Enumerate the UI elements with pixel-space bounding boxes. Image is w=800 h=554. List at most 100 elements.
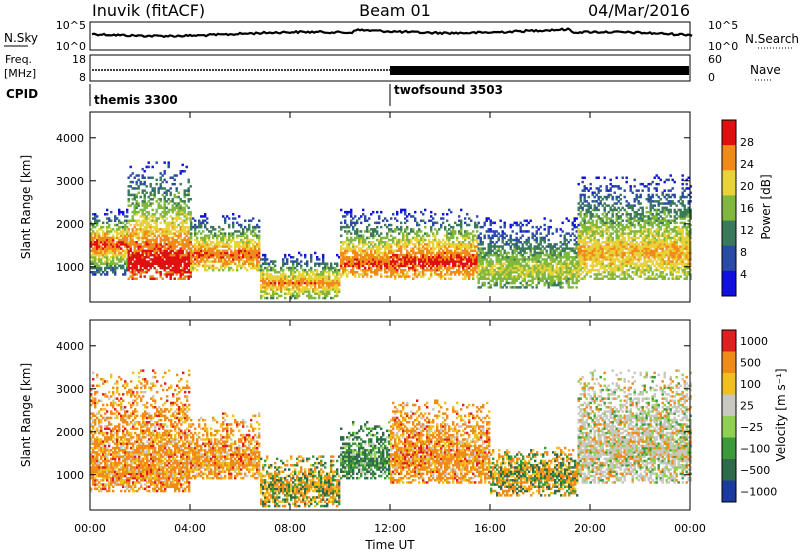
power-cell — [122, 266, 125, 270]
power-cell — [137, 258, 140, 261]
power-cell — [274, 290, 277, 293]
power-cell — [240, 225, 243, 229]
power-cell — [183, 236, 186, 240]
power-cell — [165, 221, 168, 225]
power-cell — [252, 266, 255, 270]
power-cell — [266, 275, 269, 278]
power-cell — [183, 170, 186, 173]
power-cell — [179, 210, 182, 214]
power-cell — [314, 290, 317, 293]
power-cell — [242, 249, 245, 253]
power-cell — [112, 245, 115, 248]
power-cell — [124, 273, 127, 276]
power-cell — [153, 228, 156, 231]
power-cell — [108, 223, 111, 227]
power-cell — [129, 260, 132, 263]
power-cell — [92, 256, 95, 259]
power-cell — [390, 234, 393, 237]
power-cell — [432, 241, 435, 244]
power-cell — [262, 253, 265, 257]
power-cell — [114, 217, 117, 220]
power-cell — [206, 234, 209, 237]
power-cell — [276, 275, 279, 278]
power-cell — [143, 264, 146, 268]
power-cell — [296, 262, 299, 265]
power-cell — [149, 223, 152, 227]
power-cell — [224, 266, 227, 270]
power-cell — [159, 185, 162, 188]
power-cell — [308, 294, 311, 298]
power-cell — [264, 279, 267, 283]
power-cell — [438, 228, 441, 231]
power-cell — [163, 241, 166, 244]
power-cell — [248, 264, 251, 268]
power-cell — [454, 230, 457, 233]
power-cell — [122, 210, 125, 214]
power-cell — [306, 277, 309, 280]
power-cell — [270, 281, 273, 285]
power-cell — [446, 219, 449, 222]
power-cell — [196, 251, 199, 255]
power-cell — [280, 273, 283, 276]
power-cell — [464, 221, 467, 225]
power-cell — [380, 232, 383, 235]
power-cell — [208, 247, 211, 250]
power-cell — [256, 266, 259, 270]
power-cell — [523, 256, 526, 259]
power-cell — [298, 277, 301, 280]
power-cell — [143, 225, 146, 229]
power-cell — [102, 236, 105, 240]
power-cell — [272, 286, 275, 289]
power-cell — [127, 266, 130, 270]
power-cell — [198, 243, 201, 246]
power-cell — [559, 234, 562, 237]
power-cell — [104, 249, 107, 253]
power-cell — [151, 232, 154, 235]
power-cell — [260, 264, 263, 268]
power-cell — [133, 241, 136, 244]
power-cell — [163, 234, 166, 237]
power-cell — [310, 258, 313, 261]
power-cell — [579, 273, 582, 276]
power-cell — [380, 273, 383, 276]
power-cell — [163, 249, 166, 253]
power-cell — [143, 213, 146, 216]
power-cell — [187, 241, 190, 244]
power-cell — [98, 245, 101, 248]
power-cell — [599, 189, 602, 192]
power-cell — [143, 180, 146, 184]
power-cell — [159, 245, 162, 248]
power-cell — [169, 223, 172, 227]
cpid-label: CPID — [6, 87, 38, 101]
power-cell — [292, 281, 295, 285]
power-cell — [185, 249, 188, 253]
power-cell — [110, 264, 113, 268]
power-cell — [145, 236, 148, 240]
power-cell — [175, 219, 178, 222]
power-cell — [179, 241, 182, 244]
power-cell — [555, 243, 558, 246]
power-cell — [131, 258, 134, 261]
power-cell — [149, 234, 152, 237]
power-cell — [141, 174, 144, 177]
power-cell — [94, 264, 97, 268]
power-cell — [187, 213, 190, 216]
power-cell — [248, 249, 251, 253]
power-cell — [460, 228, 463, 231]
power-cell — [98, 266, 101, 270]
power-cell — [143, 266, 146, 270]
power-cell — [179, 238, 182, 242]
power-cell — [440, 277, 443, 280]
power-cell — [256, 264, 259, 268]
power-cell — [338, 290, 341, 293]
power-cell — [495, 281, 498, 285]
power-cell — [165, 210, 168, 214]
power-cell — [96, 243, 99, 246]
power-cell — [593, 204, 596, 207]
power-cell — [133, 208, 136, 212]
power-cell — [304, 281, 307, 285]
power-cell — [155, 219, 158, 222]
power-cell — [280, 266, 283, 270]
power-cell — [165, 191, 168, 194]
power-cell — [94, 251, 97, 255]
